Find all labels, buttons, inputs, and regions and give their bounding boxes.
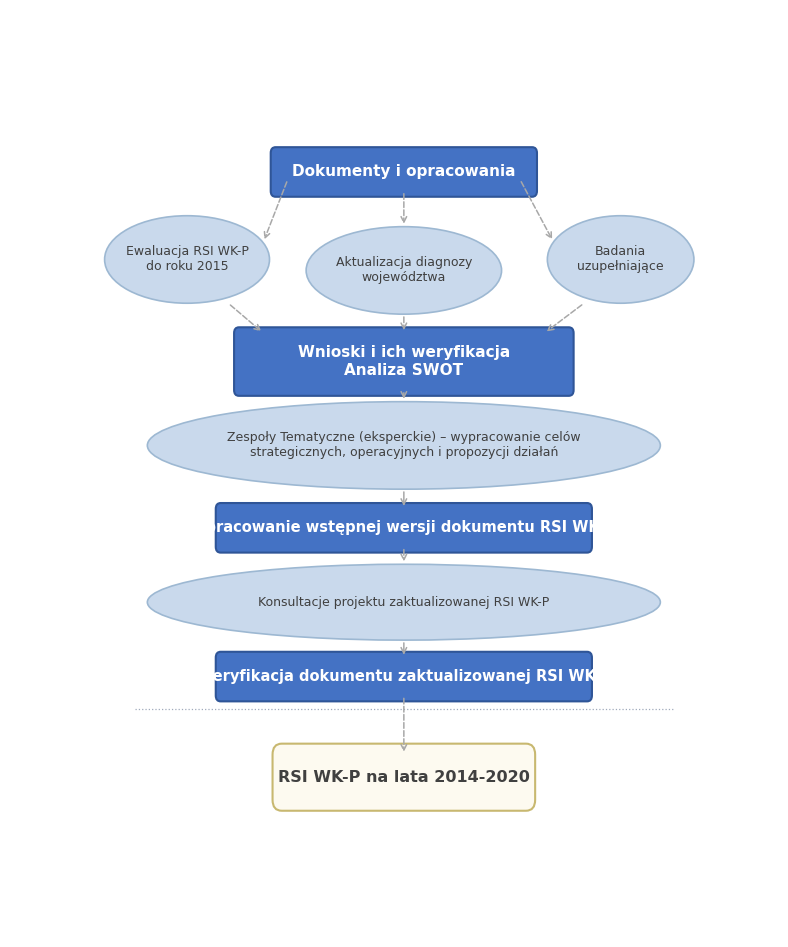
Text: Aktualizacja diagnozy
województwa: Aktualizacja diagnozy województwa: [336, 257, 472, 284]
Ellipse shape: [548, 216, 694, 303]
Text: Opracowanie wstępnej wersji dokumentu RSI WK-P: Opracowanie wstępnej wersji dokumentu RS…: [193, 520, 615, 535]
FancyBboxPatch shape: [271, 147, 537, 197]
Ellipse shape: [147, 402, 660, 490]
FancyBboxPatch shape: [216, 503, 592, 553]
FancyBboxPatch shape: [234, 328, 574, 396]
Ellipse shape: [105, 216, 269, 303]
Text: Konsultacje projektu zaktualizowanej RSI WK-P: Konsultacje projektu zaktualizowanej RSI…: [258, 596, 549, 609]
Ellipse shape: [147, 564, 660, 640]
FancyBboxPatch shape: [273, 743, 535, 811]
Ellipse shape: [306, 226, 501, 314]
FancyBboxPatch shape: [216, 652, 592, 702]
Text: Weryfikacja dokumentu zaktualizowanej RSI WK-P: Weryfikacja dokumentu zaktualizowanej RS…: [197, 670, 611, 684]
Text: RSI WK-P na lata 2014-2020: RSI WK-P na lata 2014-2020: [278, 770, 530, 785]
Text: Badania
uzupełniające: Badania uzupełniające: [578, 245, 664, 274]
Text: Zespoły Tematyczne (eksperckie) – wypracowanie celów
strategicznych, operacyjnyc: Zespoły Tematyczne (eksperckie) – wyprac…: [227, 432, 581, 459]
Text: Ewaluacja RSI WK-P
do roku 2015: Ewaluacja RSI WK-P do roku 2015: [125, 245, 248, 274]
Text: Dokumenty i opracowania: Dokumenty i opracowania: [292, 165, 515, 180]
Text: Wnioski i ich weryfikacja
Analiza SWOT: Wnioski i ich weryfikacja Analiza SWOT: [298, 346, 510, 378]
